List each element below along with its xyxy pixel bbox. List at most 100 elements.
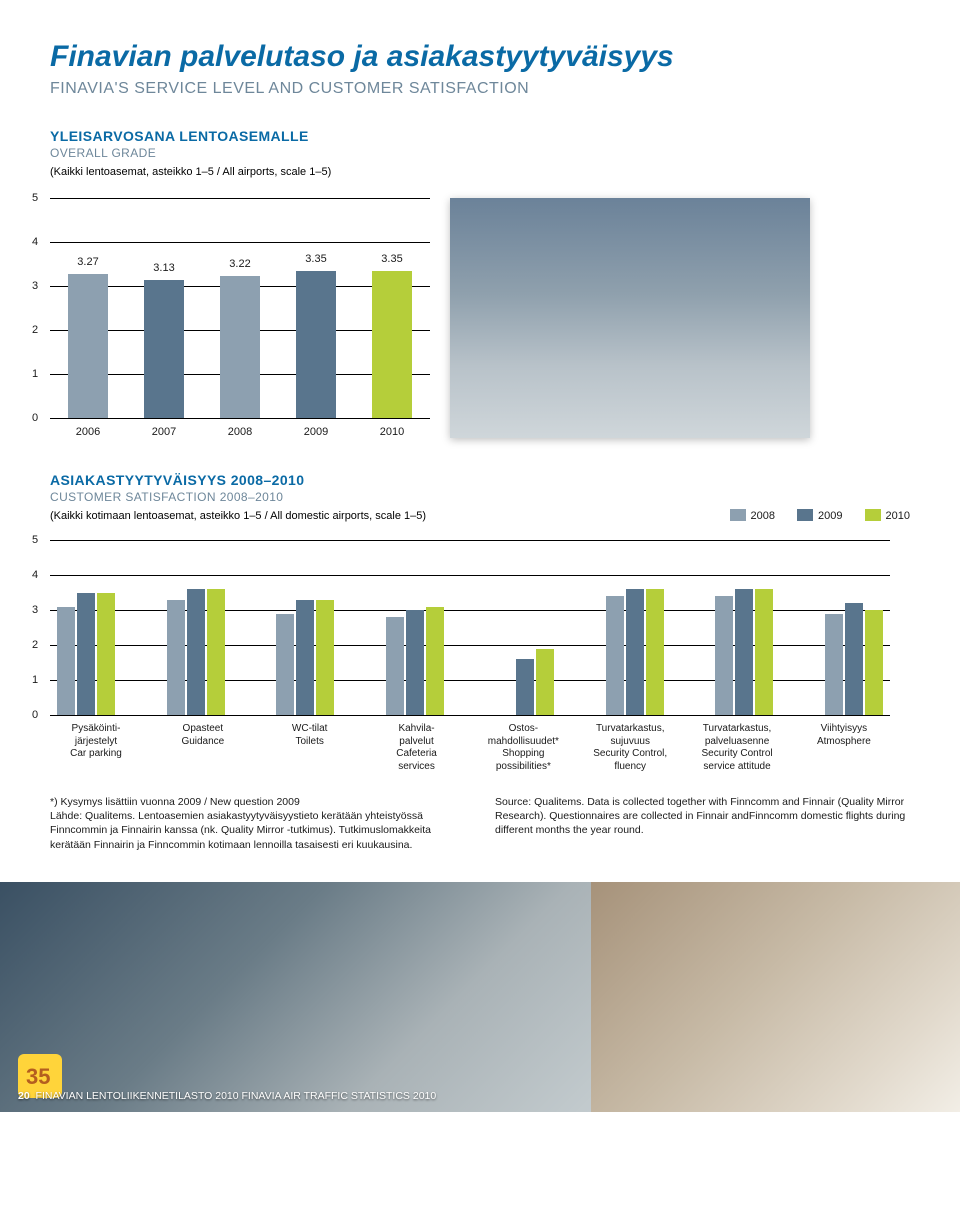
x-label-fi: Turvatarkastus, palveluasenne [691, 723, 783, 748]
x-label: ViihtyisyysAtmosphere [798, 723, 890, 773]
bar [516, 659, 534, 715]
bar-group [275, 600, 335, 716]
x-label-en: Toilets [264, 736, 356, 749]
chart1-heading-fi: YLEISARVOSANA LENTOASEMALLE [50, 128, 910, 144]
y-tick: 4 [32, 569, 38, 581]
bar [845, 603, 863, 715]
legend-swatch [730, 509, 746, 521]
bar-group [714, 589, 774, 715]
bar [276, 614, 294, 716]
y-tick: 1 [32, 674, 38, 686]
bar [77, 593, 95, 716]
x-label-fi: Kahvila- palvelut [371, 723, 463, 748]
x-label-en: Security Control service attitude [691, 748, 783, 773]
gridline [50, 418, 430, 419]
y-tick: 1 [32, 368, 38, 380]
y-tick: 3 [32, 604, 38, 616]
y-tick: 5 [32, 534, 38, 546]
bar-group [56, 593, 116, 716]
x-label: Ostos- mahdollisuudet*Shopping possibili… [477, 723, 569, 773]
bar [68, 274, 108, 418]
y-tick: 0 [32, 412, 38, 424]
bar [220, 276, 260, 418]
bar-group [166, 589, 226, 715]
page-number: 20 [18, 1090, 30, 1102]
bar-group [605, 589, 665, 715]
x-label-fi: Viihtyisyys [798, 723, 890, 736]
legend-swatch [797, 509, 813, 521]
bar [626, 589, 644, 715]
page-title-en: FINAVIA'S SERVICE LEVEL AND CUSTOMER SAT… [50, 80, 910, 98]
bar [207, 589, 225, 715]
bar-value-label: 3.35 [305, 253, 326, 265]
x-label-en: Cafeteria services [371, 748, 463, 773]
x-tick: 2006 [76, 426, 100, 438]
y-tick: 4 [32, 236, 38, 248]
bar-value-label: 3.27 [77, 256, 98, 268]
bar [715, 596, 733, 715]
bar [646, 589, 664, 715]
bar [372, 271, 412, 418]
page-title-fi: Finavian palvelutaso ja asiakastyytyväis… [50, 40, 910, 74]
x-label-fi: Pysäköinti- järjestelyt [50, 723, 142, 748]
bar-value-label: 3.35 [381, 253, 402, 265]
bar [187, 589, 205, 715]
chart2-heading-en: CUSTOMER SATISFACTION 2008–2010 [50, 490, 426, 504]
x-label: Pysäköinti- järjestelytCar parking [50, 723, 142, 773]
chart1-subnote: (Kaikki lentoasemat, asteikko 1–5 / All … [50, 166, 910, 178]
legend-swatch [865, 509, 881, 521]
legend-label: 2008 [751, 510, 775, 522]
legend-label: 2009 [818, 510, 842, 522]
x-label-en: Car parking [50, 748, 142, 761]
chart2-legend: 2008 2009 2010 [730, 509, 910, 522]
footnote-right: Source: Qualitems. Data is collected tog… [495, 795, 910, 852]
footnote-left: *) Kysymys lisättiin vuonna 2009 / New q… [50, 795, 465, 852]
x-label-fi: Ostos- mahdollisuudet* [477, 723, 569, 748]
x-label-en: Guidance [157, 736, 249, 749]
overall-grade-chart: 0123453.273.133.223.353.35 [50, 198, 430, 418]
chart2-subnote: (Kaikki kotimaan lentoasemat, asteikko 1… [50, 510, 426, 522]
legend-label: 2010 [886, 510, 910, 522]
x-label: Turvatarkastus, palveluasenneSecurity Co… [691, 723, 783, 773]
x-label-fi: Turvatarkastus, sujuvuus [584, 723, 676, 748]
bottom-photo-band: 35 [0, 882, 960, 1112]
bar [536, 649, 554, 716]
footer-line: 20 FINAVIAN LENTOLIIKENNETILASTO 2010 FI… [18, 1090, 960, 1102]
x-tick: 2010 [380, 426, 404, 438]
legend-item: 2008 [730, 509, 775, 522]
bar [386, 617, 404, 715]
gate-badge-number: 35 [26, 1064, 50, 1090]
bar-value-label: 3.13 [153, 262, 174, 274]
bar-group [495, 649, 555, 716]
bar [426, 607, 444, 716]
footer-caption: FINAVIAN LENTOLIIKENNETILASTO 2010 FINAV… [36, 1090, 437, 1102]
bar [296, 271, 336, 418]
x-label-en: Atmosphere [798, 736, 890, 749]
bar [57, 607, 75, 716]
x-label: OpasteetGuidance [157, 723, 249, 773]
bar [606, 596, 624, 715]
bar [144, 280, 184, 418]
chart2-x-axis: Pysäköinti- järjestelytCar parking Opaste… [50, 723, 890, 773]
bar [167, 600, 185, 716]
legend-item: 2010 [865, 509, 910, 522]
y-tick: 3 [32, 280, 38, 292]
airport-photo [450, 198, 810, 438]
bar [735, 589, 753, 715]
bar-value-label: 3.22 [229, 258, 250, 270]
x-label: WC-tilatToilets [264, 723, 356, 773]
customer-satisfaction-chart: 012345 [50, 540, 890, 715]
bar [825, 614, 843, 716]
bottom-photo-right [591, 882, 960, 1112]
bar [316, 600, 334, 716]
bar-group [824, 603, 884, 715]
bottom-photo-left: 35 [0, 882, 591, 1112]
x-label-fi: Opasteet [157, 723, 249, 736]
bar [755, 589, 773, 715]
bar [865, 610, 883, 715]
chart2-heading-fi: ASIAKASTYYTYVÄISYYS 2008–2010 [50, 472, 426, 488]
bar [406, 610, 424, 715]
x-tick: 2008 [228, 426, 252, 438]
x-label-en: Security Control, fluency [584, 748, 676, 773]
x-tick: 2007 [152, 426, 176, 438]
